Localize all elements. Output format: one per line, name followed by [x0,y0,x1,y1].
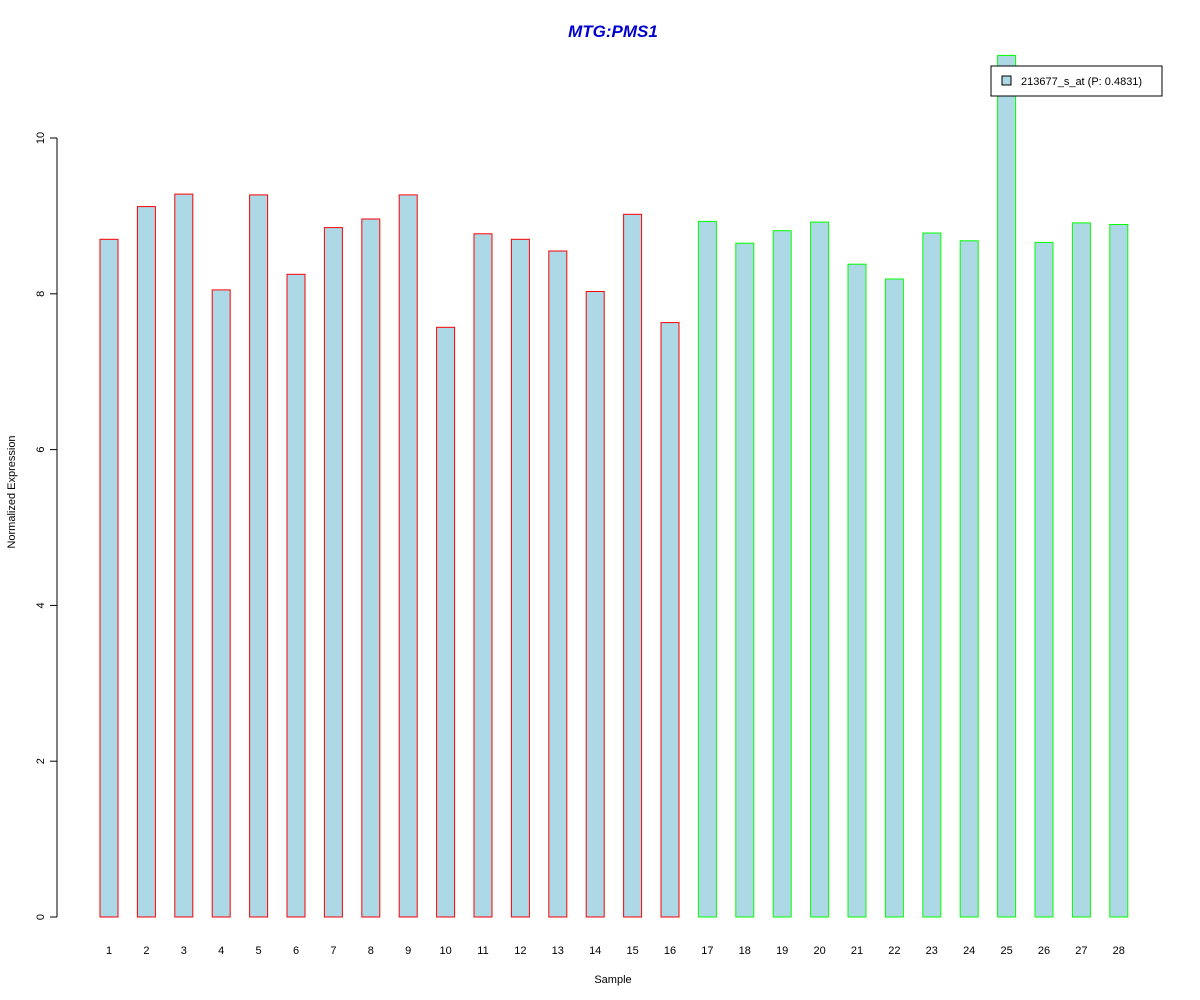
x-tick-label: 17 [701,945,713,957]
bar-sample-22 [884,278,904,918]
bar-sample-20 [810,221,830,918]
x-tick-label: 11 [477,945,488,957]
bars [99,54,1129,918]
x-tick-label: 13 [552,945,564,957]
x-tick-label: 28 [1113,945,1125,957]
bar-sample-3 [174,193,194,918]
x-tick-label: 16 [664,945,676,957]
y-tick-label: 6 [35,447,47,453]
bar-sample-13 [548,250,568,918]
x-tick-label: 12 [514,945,526,957]
x-tick-label: 26 [1038,945,1050,957]
y-axis: 0 2 4 6 8 10 [35,132,58,920]
bar-sample-21 [847,263,867,918]
x-tick-label: 15 [626,945,638,957]
x-tick-label: 25 [1000,945,1012,957]
bar-sample-4 [211,289,231,918]
y-axis-label: Normalized Expression [6,435,18,548]
x-tick-label: 1 [106,945,112,957]
bar-sample-8 [361,218,381,918]
legend-label: 213677_s_at (P: 0.4831) [1021,76,1142,88]
bar-sample-27 [1071,222,1091,918]
bar-sample-2 [136,206,156,918]
bar-sample-5 [249,194,269,918]
bar-sample-11 [473,233,493,918]
x-tick-labels: 1 2 3 4 5 6 7 8 9 10 11 12 13 14 15 16 17 18 19 20 21 22 23 24 2… [106,945,1125,957]
bar-sample-9 [398,194,418,918]
chart-title: MTG:PMS1 [568,22,658,41]
bar-sample-1 [99,238,119,918]
bar-sample-23 [922,232,942,918]
x-tick-label: 21 [851,945,863,957]
x-tick-label: 24 [963,945,975,957]
x-tick-label: 19 [776,945,788,957]
bar-sample-17 [697,220,717,918]
x-tick-label: 7 [330,945,336,957]
x-tick-label: 10 [439,945,451,957]
x-tick-label: 6 [293,945,299,957]
bar-sample-16 [660,322,680,918]
bar-sample-15 [623,213,643,918]
legend-swatch [1001,75,1012,86]
x-tick-label: 18 [739,945,751,957]
legend-box [990,65,1163,97]
x-tick-label: 4 [218,945,224,957]
y-tick-label: 10 [35,132,47,144]
y-tick-label: 2 [35,758,47,764]
bar-sample-6 [286,273,306,918]
x-tick-label: 8 [368,945,374,957]
bar-sample-7 [323,227,343,918]
bar-sample-26 [1034,241,1054,918]
bar-sample-14 [585,291,605,918]
x-tick-label: 3 [181,945,187,957]
x-tick-label: 23 [926,945,938,957]
x-tick-label: 2 [143,945,149,957]
x-tick-label: 14 [589,945,601,957]
bar-sample-10 [436,326,456,918]
x-tick-label: 27 [1075,945,1087,957]
legend: 213677_s_at (P: 0.4831) [990,65,1163,97]
bar-sample-25 [997,54,1017,918]
x-tick-label: 9 [405,945,411,957]
x-tick-label: 20 [813,945,825,957]
bar-sample-12 [510,238,530,918]
bar-sample-24 [959,240,979,918]
bar-sample-19 [772,230,792,918]
y-tick-label: 8 [35,291,47,297]
y-tick-label: 0 [35,914,47,920]
x-tick-label: 22 [888,945,900,957]
x-axis-label: Sample [594,974,631,986]
bar-sample-18 [735,242,755,918]
bar-sample-28 [1109,224,1129,918]
y-tick-label: 4 [35,602,47,608]
x-tick-label: 5 [256,945,262,957]
